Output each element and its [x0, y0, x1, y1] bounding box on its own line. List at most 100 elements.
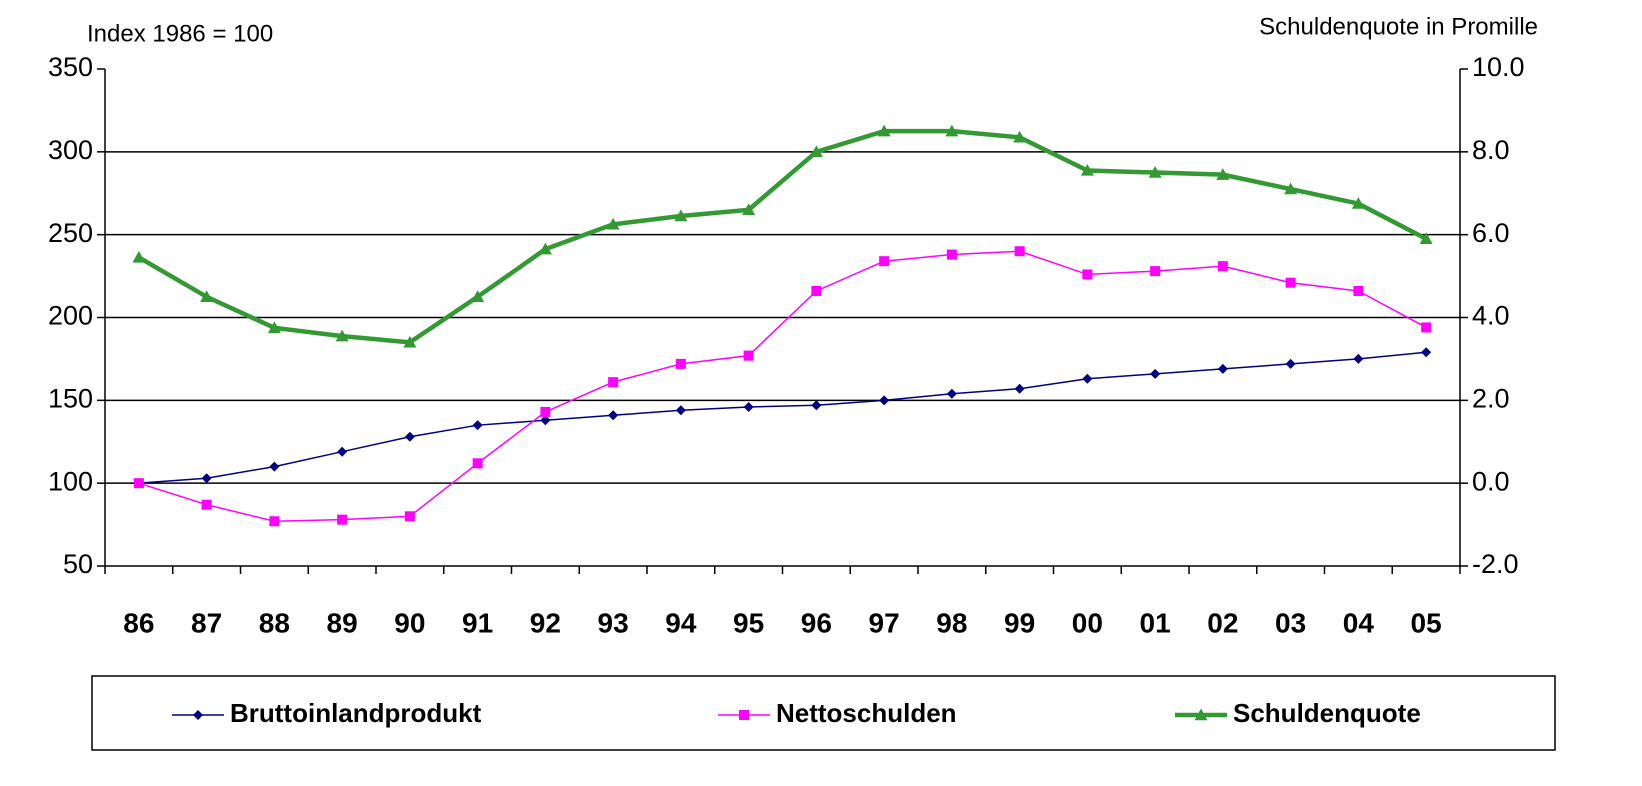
marker	[675, 405, 686, 416]
x-tick-label: 94	[665, 607, 697, 638]
x-tick-label: 86	[123, 607, 154, 638]
marker	[471, 290, 485, 302]
marker	[201, 499, 212, 510]
marker	[335, 329, 349, 342]
legend-box	[91, 675, 1556, 751]
marker	[540, 406, 551, 417]
marker	[1285, 358, 1296, 369]
marker	[201, 473, 212, 484]
y2-tick-label: 8.0	[1472, 135, 1510, 165]
x-tick-label: 87	[191, 607, 222, 638]
x-tick-label: 90	[394, 607, 425, 638]
marker	[1082, 373, 1093, 384]
marker	[1421, 322, 1432, 333]
marker	[132, 250, 146, 263]
series-line	[138, 250, 1427, 523]
marker	[1150, 368, 1161, 379]
x-tick-label: 99	[1004, 607, 1035, 638]
y-tick-label: 350	[48, 52, 93, 82]
marker	[1194, 708, 1208, 721]
marker	[743, 401, 754, 412]
marker	[739, 710, 749, 720]
marker	[811, 400, 822, 411]
marker	[675, 358, 686, 369]
y-tick-label: 200	[48, 301, 93, 331]
marker	[538, 242, 552, 255]
marker	[809, 145, 823, 158]
y2-tick-label: -2.0	[1472, 549, 1519, 579]
y2-axis-title: Schuldenquote in Promille	[1259, 13, 1538, 40]
y2-tick-label: 0.0	[1472, 466, 1510, 496]
marker	[1014, 246, 1025, 257]
marker	[472, 420, 483, 431]
marker	[269, 516, 280, 527]
marker	[1284, 182, 1298, 195]
legend-label: Bruttoinlandprodukt	[230, 698, 482, 728]
marker	[337, 514, 348, 525]
y-tick-label: 250	[48, 218, 93, 248]
marker	[200, 290, 214, 302]
x-tick-label: 97	[869, 607, 900, 638]
marker	[1148, 166, 1162, 178]
legend-label: Nettoschulden	[776, 698, 957, 728]
y2-tick-label: 10.0	[1472, 52, 1525, 82]
y-tick-label: 300	[48, 135, 93, 165]
marker	[1351, 197, 1365, 209]
marker	[1150, 266, 1161, 277]
x-tick-label: 89	[327, 607, 358, 638]
marker	[1217, 261, 1228, 272]
y2-tick-label: 6.0	[1472, 218, 1510, 248]
x-tick-label: 93	[598, 607, 629, 638]
series-line	[137, 128, 1428, 345]
x-tick-label: 04	[1343, 607, 1375, 638]
x-tick-label: 03	[1275, 607, 1306, 638]
x-tick-label: 88	[259, 607, 290, 638]
marker	[403, 335, 417, 348]
x-tick-label: 01	[1140, 607, 1171, 638]
marker	[1421, 347, 1432, 358]
marker	[404, 431, 415, 442]
x-tick-label: 95	[733, 607, 764, 638]
marker	[337, 446, 348, 457]
x-tick-label: 96	[801, 607, 832, 638]
x-tick-label: 91	[462, 607, 493, 638]
legend-label: Schuldenquote	[1233, 698, 1421, 728]
y-tick-label: 50	[63, 549, 93, 579]
marker	[1082, 269, 1093, 280]
marker	[267, 321, 281, 334]
y2-tick-label: 2.0	[1472, 383, 1510, 413]
marker	[269, 461, 280, 472]
marker	[1353, 353, 1364, 364]
marker	[946, 249, 957, 260]
marker	[472, 458, 483, 469]
marker	[133, 478, 144, 489]
x-tick-label: 02	[1207, 607, 1238, 638]
marker	[742, 203, 756, 216]
marker	[1216, 168, 1230, 180]
marker	[1014, 383, 1025, 394]
marker	[945, 124, 959, 137]
marker	[608, 377, 619, 388]
marker	[1419, 232, 1433, 245]
y-tick-label: 150	[48, 383, 93, 413]
x-tick-label: 05	[1411, 607, 1442, 638]
marker	[404, 511, 415, 522]
marker	[674, 209, 688, 222]
marker	[1080, 163, 1094, 176]
y2-tick-label: 4.0	[1472, 301, 1510, 331]
y-tick-label: 100	[48, 466, 93, 496]
marker	[811, 285, 822, 296]
marker	[879, 395, 890, 406]
marker	[877, 124, 891, 137]
marker	[946, 388, 957, 399]
marker	[743, 350, 754, 361]
x-tick-label: 98	[936, 607, 967, 638]
marker	[1217, 363, 1228, 374]
y-axis-title: Index 1986 = 100	[87, 20, 273, 47]
marker	[879, 256, 890, 267]
marker	[606, 217, 620, 230]
marker	[1285, 277, 1296, 288]
marker	[193, 710, 203, 720]
x-tick-label: 00	[1072, 607, 1103, 638]
